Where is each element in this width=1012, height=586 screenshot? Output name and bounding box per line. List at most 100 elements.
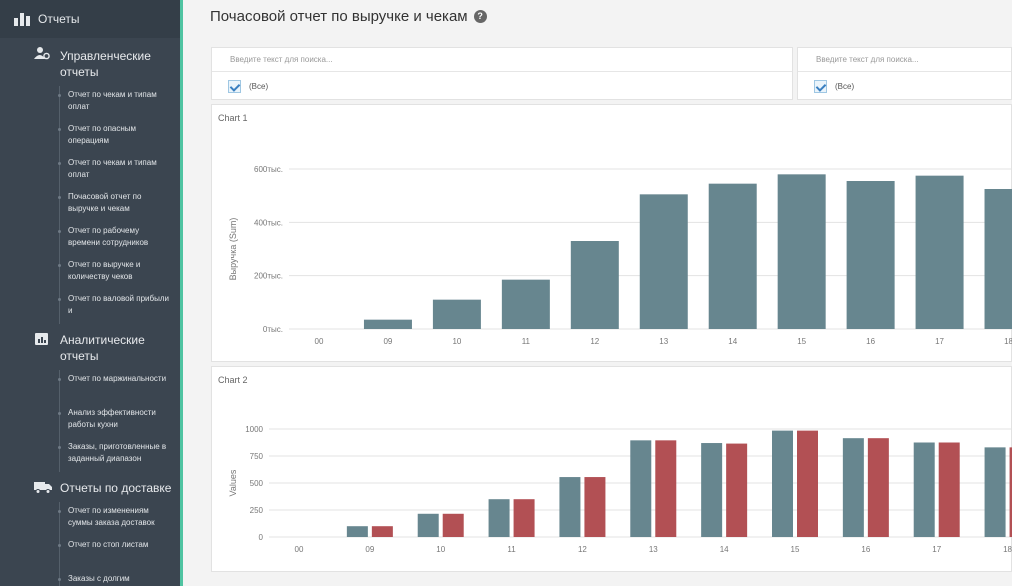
chart-2: 0 250 500 750 1000 Values 00 09 10 11 12 13 14 15 16 17… [228, 425, 1012, 554]
sidebar-item[interactable]: Отчет по выручке и количеству чеков [0, 256, 180, 290]
sidebar-group-label: Отчеты по доставке [60, 481, 172, 495]
sidebar-item[interactable]: Почасовой отчет по выручке и чекам [0, 188, 180, 222]
bar [846, 181, 895, 329]
bar [708, 183, 757, 329]
bar-series-1 [513, 499, 535, 537]
x-tick-label: 09 [365, 545, 374, 554]
x-tick-label: 18 [1003, 545, 1012, 554]
sidebar-item[interactable]: Отчет по чекам и типам оплат [0, 86, 180, 120]
bar-series-0 [346, 526, 368, 537]
x-tick-label: 10 [452, 337, 461, 346]
filter-search-input[interactable]: Введите текст для поиска... [212, 48, 792, 72]
chart-title: Chart 1 [218, 113, 248, 123]
x-tick-label: 17 [935, 337, 944, 346]
filter-panel-2: Введите текст для поиска... (Все) [797, 47, 1012, 100]
bar-series-1 [867, 438, 889, 537]
bar-series-1 [371, 526, 393, 537]
analytics-icon [34, 332, 50, 346]
filter-option-label: (Все) [835, 81, 855, 91]
sidebar-item[interactable]: Отчет по валовой прибыли и [0, 290, 180, 324]
y-axis-label: Выручка (Sum) [228, 218, 238, 281]
sidebar-group-items: Отчет по маржинальности Анализ эффективно… [0, 370, 180, 472]
bar [777, 174, 826, 329]
chart-title: Chart 2 [218, 375, 248, 385]
y-tick-label: 0тыс. [263, 325, 283, 334]
sidebar-header[interactable]: Отчеты [0, 0, 180, 38]
checkbox-checked-icon[interactable] [228, 79, 241, 93]
filter-panel-1: Введите текст для поиска... (Все) [211, 47, 793, 100]
x-tick-label: 10 [436, 545, 445, 554]
bar [363, 319, 412, 329]
x-tick-label: 16 [866, 337, 875, 346]
tree-line [59, 86, 60, 324]
x-tick-label: 13 [649, 545, 658, 554]
sidebar-header-label: Отчеты [38, 12, 80, 26]
bar-series-1 [1009, 447, 1012, 537]
bar-series-0 [488, 499, 510, 537]
x-tick-label: 14 [728, 337, 737, 346]
filter-option-label: (Все) [249, 81, 269, 91]
sidebar: Отчеты Управленческие отчеты Отчет по чек… [0, 0, 183, 586]
bar-chart-icon [14, 12, 30, 26]
bar-series-1 [726, 443, 748, 537]
bar [639, 194, 688, 329]
y-tick-label: 750 [250, 452, 264, 461]
bar [501, 279, 550, 329]
sidebar-item[interactable]: Отчет по чекам и типам оплат [0, 154, 180, 188]
x-tick-label: 00 [315, 337, 324, 346]
bar-series-1 [655, 440, 677, 537]
sidebar-item[interactable]: Заказы, приготовленные в заданный диапаз… [0, 438, 180, 472]
sidebar-item[interactable]: Заказы с долгим ожиданием отправки [0, 570, 180, 586]
sidebar-group-label: Управленческие отчеты [60, 49, 151, 79]
chart-card-2: Chart 2 0 250 500 750 1000 Values 00 09 10 11 12 13… [211, 366, 1012, 572]
checkbox-checked-icon[interactable] [814, 79, 827, 93]
bar-series-0 [772, 430, 793, 537]
filter-search-input[interactable]: Введите текст для поиска... [798, 48, 1011, 72]
sidebar-item[interactable]: Анализ эффективности работы кухни [0, 404, 180, 438]
x-tick-label: 11 [522, 337, 531, 346]
filter-option-all[interactable]: (Все) [212, 72, 792, 100]
bar-series-0 [842, 438, 864, 537]
filter-option-all[interactable]: (Все) [798, 72, 1011, 100]
sidebar-group-0[interactable]: Управленческие отчеты [0, 38, 180, 86]
sidebar-item[interactable]: Отчет по стоп листам [0, 536, 180, 570]
y-tick-label: 500 [250, 479, 264, 488]
help-icon[interactable]: ? [473, 10, 487, 23]
sidebar-item[interactable]: Отчет по рабочему времени сотрудников [0, 222, 180, 256]
page-title: Почасовой отчет по выручке и чекам ? [210, 8, 487, 25]
bar-series-0 [701, 443, 723, 537]
x-tick-label: 16 [861, 545, 870, 554]
sidebar-item[interactable]: Отчет по изменениям суммы заказа доставо… [0, 502, 180, 536]
bar-series-1 [938, 442, 960, 537]
y-tick-label: 0 [259, 533, 264, 542]
y-tick-label: 600тыс. [254, 165, 283, 174]
sidebar-item[interactable]: Отчет по маржинальности [0, 370, 180, 404]
y-tick-label: 250 [250, 506, 264, 515]
sidebar-group-items: Отчет по изменениям суммы заказа доставо… [0, 502, 180, 586]
x-tick-label: 12 [590, 337, 599, 346]
main-content: Почасовой отчет по выручке и чекам ? Вве… [183, 0, 1012, 586]
sidebar-group-label: Аналитические отчеты [60, 333, 145, 363]
bar-series-0 [559, 477, 581, 537]
page-title-text: Почасовой отчет по выручке и чекам [210, 8, 468, 25]
bar-series-1 [584, 477, 606, 537]
bar-series-0 [913, 442, 935, 537]
sidebar-group-2[interactable]: Отчеты по доставке [0, 472, 180, 502]
chart-card-1: Chart 1 0тыс. 200тыс. 400тыс. 600тыс. Выручк… [211, 104, 1012, 362]
bar [915, 175, 964, 329]
sidebar-group-1[interactable]: Аналитические отчеты [0, 324, 180, 370]
sidebar-item[interactable]: Отчет по опасным операциям [0, 120, 180, 154]
bar [984, 189, 1012, 329]
y-axis-label: Values [228, 469, 238, 496]
y-tick-label: 1000 [245, 425, 263, 434]
bar-series-0 [630, 440, 652, 537]
y-tick-label: 400тыс. [254, 218, 283, 227]
x-tick-label: 15 [797, 337, 806, 346]
truck-icon [34, 480, 52, 494]
x-tick-label: 18 [1004, 337, 1012, 346]
chart-1: 0тыс. 200тыс. 400тыс. 600тыс. Выручка (Sum) 0… [228, 165, 1012, 346]
sidebar-group-items: Отчет по чекам и типам оплат Отчет по опа… [0, 86, 180, 324]
bar [570, 241, 619, 329]
x-tick-label: 15 [791, 545, 800, 554]
x-tick-label: 11 [507, 545, 516, 554]
